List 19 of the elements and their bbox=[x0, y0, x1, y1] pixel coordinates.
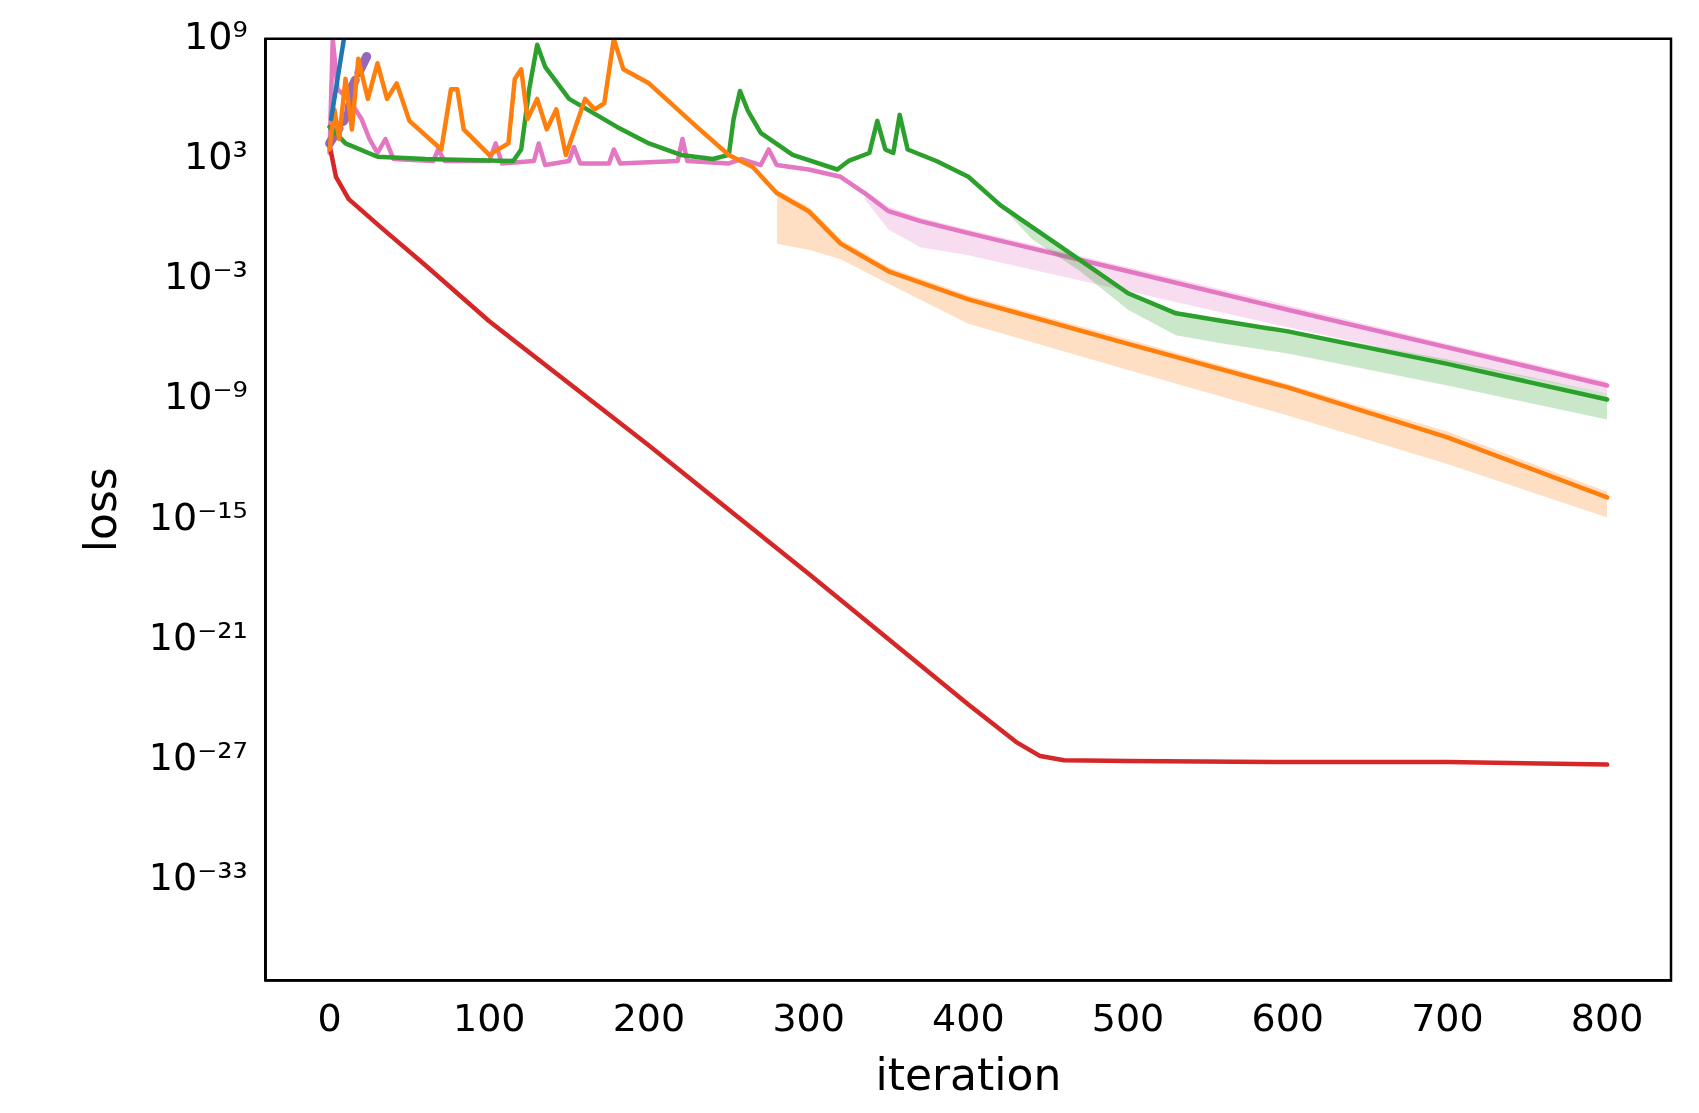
x-tick-label: 800 bbox=[1570, 996, 1644, 1041]
y-tick-label: 10⁻¹⁵ bbox=[148, 494, 248, 539]
x-axis-title: iteration bbox=[875, 1049, 1062, 1101]
x-tick-label: 100 bbox=[452, 996, 526, 1041]
y-tick-label: 10⁻⁹ bbox=[164, 374, 248, 419]
y-tick-label: 10⁻²¹ bbox=[148, 614, 248, 659]
x-tick-label: 200 bbox=[612, 996, 686, 1041]
x-tick-label: 500 bbox=[1091, 996, 1165, 1041]
x-tick-label: 700 bbox=[1411, 996, 1484, 1041]
x-tick-label: 0 bbox=[317, 996, 342, 1041]
x-tick-label: 400 bbox=[932, 996, 1005, 1041]
y-tick-label: 10⁻³³ bbox=[148, 855, 248, 900]
x-tick-label: 600 bbox=[1251, 996, 1324, 1041]
y-tick-label: 10⁻²⁷ bbox=[148, 735, 248, 780]
y-tick-label: 10³ bbox=[184, 133, 248, 178]
y-tick-label: 10⁻³ bbox=[164, 254, 248, 299]
y-axis-title: loss bbox=[74, 467, 126, 553]
y-tick-label: 10⁹ bbox=[184, 13, 248, 58]
x-tick-label: 300 bbox=[772, 996, 845, 1041]
